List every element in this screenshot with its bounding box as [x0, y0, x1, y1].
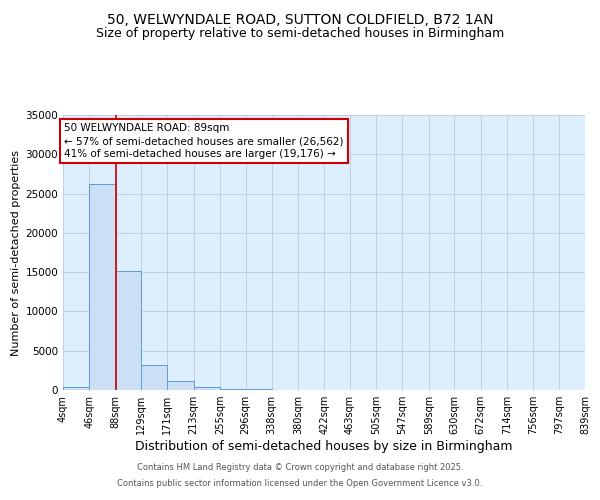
Text: 50 WELWYNDALE ROAD: 89sqm
← 57% of semi-detached houses are smaller (26,562)
41%: 50 WELWYNDALE ROAD: 89sqm ← 57% of semi-… — [64, 123, 344, 160]
Bar — [116, 270, 141, 390]
Bar — [89, 184, 116, 390]
Bar — [141, 365, 167, 390]
Text: Contains public sector information licensed under the Open Government Licence v3: Contains public sector information licen… — [118, 478, 482, 488]
Text: Size of property relative to semi-detached houses in Birmingham: Size of property relative to semi-detach… — [96, 28, 504, 40]
Text: Contains HM Land Registry data © Crown copyright and database right 2025.: Contains HM Land Registry data © Crown c… — [137, 464, 463, 472]
Bar — [63, 387, 89, 390]
Text: 50, WELWYNDALE ROAD, SUTTON COLDFIELD, B72 1AN: 50, WELWYNDALE ROAD, SUTTON COLDFIELD, B… — [107, 12, 493, 26]
Bar — [167, 382, 194, 390]
Bar — [194, 387, 220, 390]
Y-axis label: Number of semi-detached properties: Number of semi-detached properties — [11, 150, 21, 356]
Bar — [220, 388, 245, 390]
X-axis label: Distribution of semi-detached houses by size in Birmingham: Distribution of semi-detached houses by … — [135, 440, 513, 453]
